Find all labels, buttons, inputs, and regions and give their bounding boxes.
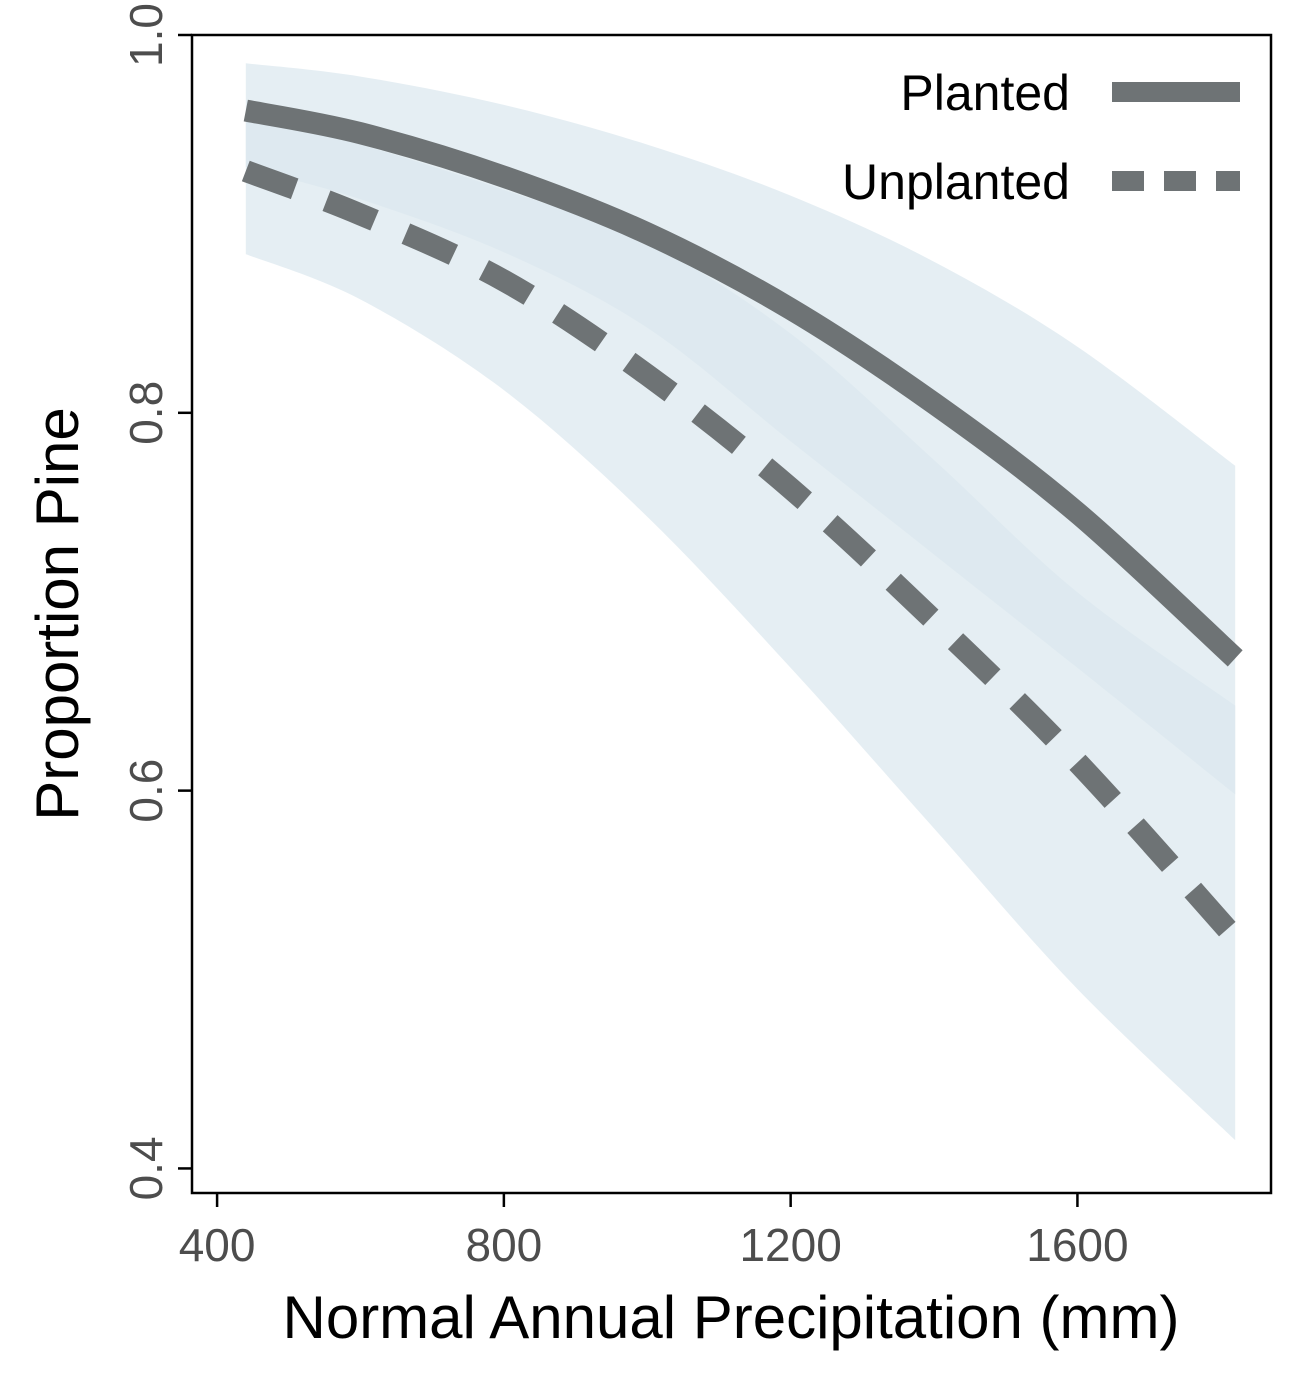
- series-line-planted: [243, 99, 1243, 667]
- x-tick-label: 800: [465, 1219, 542, 1271]
- y-tick-label: 1.0: [120, 3, 172, 67]
- legend-label-unplanted: Unplanted: [842, 154, 1070, 210]
- x-axis-title: Normal Annual Precipitation (mm): [283, 1284, 1180, 1351]
- x-tick-label: 1600: [1026, 1219, 1128, 1271]
- x-axis: 400 800 1200 1600: [179, 1193, 1129, 1271]
- series-lines: [241, 99, 1244, 946]
- y-tick-label: 0.8: [120, 381, 172, 445]
- ci-ribbon-unplanted: [245, 114, 1236, 1141]
- y-axis-title: Proportion Pine: [24, 407, 91, 821]
- legend: Planted Unplanted: [842, 65, 1240, 210]
- ci-ribbon-planted: [245, 63, 1236, 795]
- y-axis: 0.4 0.6 0.8 1.0: [120, 3, 192, 1200]
- x-tick-label: 400: [179, 1219, 256, 1271]
- confidence-ribbons: [245, 63, 1236, 1141]
- x-tick-label: 1200: [739, 1219, 841, 1271]
- y-tick-label: 0.6: [120, 759, 172, 823]
- y-tick-label: 0.4: [120, 1136, 172, 1200]
- legend-label-planted: Planted: [900, 65, 1070, 121]
- plot-panel-border: [190, 33, 1273, 1195]
